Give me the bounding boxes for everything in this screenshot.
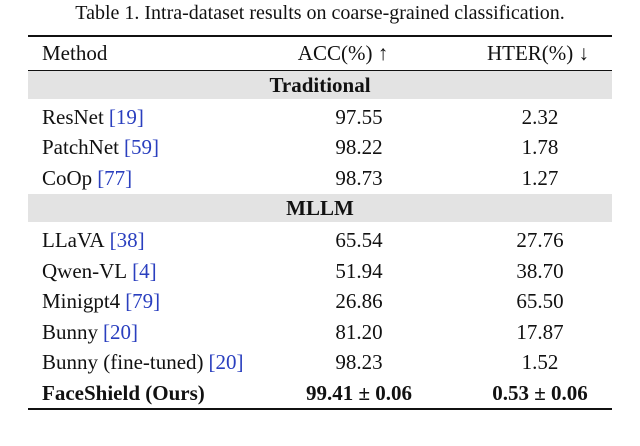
hter-cell: 27.76 bbox=[516, 228, 564, 252]
acc-cell: 81.20 bbox=[335, 319, 383, 344]
method-name: PatchNet bbox=[42, 135, 119, 160]
method-cell: Bunny (fine-tuned) [20] bbox=[42, 350, 244, 374]
hter-cell: 2.32 bbox=[521, 104, 559, 129]
citation: [38] bbox=[109, 228, 145, 252]
citation: [20] bbox=[103, 319, 139, 344]
acc-cell: 99.41 ± 0.06 bbox=[305, 381, 413, 405]
bottom-rule bbox=[28, 408, 612, 410]
acc-cell: 98.23 bbox=[335, 350, 383, 375]
hter-cell: 1.52 bbox=[521, 350, 559, 375]
acc-cell: 97.55 bbox=[335, 104, 383, 129]
hter-cell: 38.70 bbox=[516, 258, 564, 283]
method-name: CoOp bbox=[42, 165, 93, 190]
method-name: ResNet bbox=[42, 104, 104, 129]
citation: [59] bbox=[123, 135, 159, 160]
citation: [77] bbox=[97, 165, 133, 190]
method-cell: FaceShield (Ours) bbox=[42, 381, 205, 405]
method-cell: Qwen-VL [4] bbox=[42, 259, 157, 283]
header-acc: ACC(%) ↑ bbox=[297, 41, 389, 65]
hter-cell: 65.50 bbox=[516, 289, 564, 314]
method-cell: ResNet [19] bbox=[42, 105, 144, 129]
hter-cell: 1.27 bbox=[521, 165, 559, 190]
group-band bbox=[28, 71, 612, 99]
acc-cell: 51.94 bbox=[335, 258, 383, 283]
group-label: MLLM bbox=[286, 196, 354, 221]
group-label: Traditional bbox=[269, 73, 371, 97]
citation: [4] bbox=[132, 258, 157, 283]
acc-cell: 98.73 bbox=[335, 165, 383, 190]
method-cell: LLaVA [38] bbox=[42, 228, 145, 252]
acc-cell: 26.86 bbox=[335, 289, 383, 314]
header-method: Method bbox=[42, 41, 108, 65]
method-name: Minigpt4 bbox=[42, 289, 121, 314]
method-cell: Minigpt4 [79] bbox=[42, 289, 160, 313]
method-cell: CoOp [77] bbox=[42, 166, 132, 190]
caption: Table 1. Intra-dataset results on coarse… bbox=[75, 2, 565, 24]
hter-cell: 0.53 ± 0.06 bbox=[492, 381, 588, 405]
method-name: Bunny bbox=[42, 319, 99, 344]
method-name: LLaVA bbox=[42, 228, 105, 252]
hter-cell: 17.87 bbox=[516, 319, 564, 344]
hter-cell: 1.78 bbox=[521, 135, 559, 160]
method-name: Bunny (fine-tuned) bbox=[42, 350, 204, 375]
mid-rule bbox=[28, 70, 612, 71]
method-name: FaceShield (Ours) bbox=[42, 381, 205, 405]
method-cell: PatchNet [59] bbox=[42, 135, 159, 159]
group-band bbox=[28, 194, 612, 223]
acc-cell: 98.22 bbox=[335, 135, 383, 160]
citation: [19] bbox=[108, 104, 144, 129]
acc-cell: 65.54 bbox=[335, 228, 383, 252]
method-cell: Bunny [20] bbox=[42, 320, 138, 344]
method-name: Qwen-VL bbox=[42, 258, 128, 283]
top-rule bbox=[28, 35, 612, 37]
citation: [79] bbox=[125, 289, 161, 314]
header-hter: HTER(%) ↓ bbox=[486, 41, 590, 65]
citation: [20] bbox=[208, 350, 244, 375]
